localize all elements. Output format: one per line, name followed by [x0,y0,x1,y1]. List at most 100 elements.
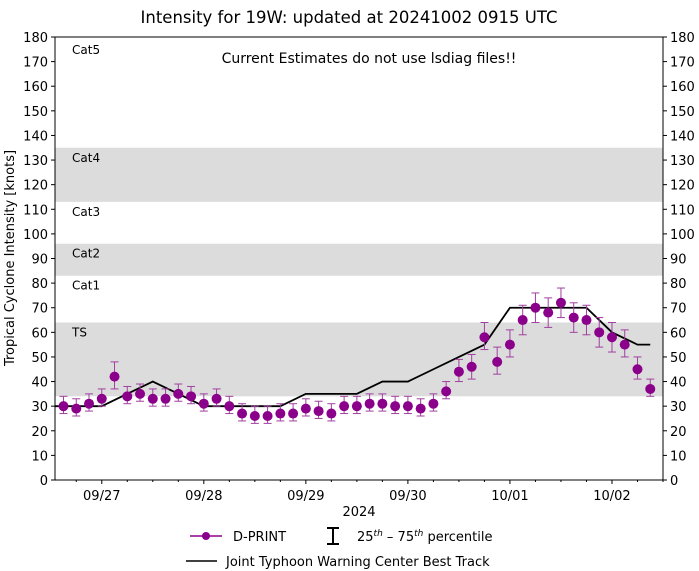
band-label-cat2: Cat2 [72,247,100,261]
dprint-point [543,297,554,328]
dprint-point [58,395,69,415]
dprint-point [504,329,515,358]
y-tick-label: 20 [31,425,48,440]
x-tick-label: 10/02 [593,489,630,504]
dprint-marker [224,401,235,412]
dprint-point [262,405,273,424]
y-tick-label: 100 [23,228,48,243]
dprint-point [645,378,656,397]
y-tick-label-right: 110 [670,203,695,218]
dprint-marker [619,339,630,350]
legend-percentile-label: 25th – 75th percentile [357,529,492,545]
dprint-marker [339,401,350,412]
y-tick-label: 70 [31,302,48,317]
dprint-marker [428,398,439,409]
dprint-point [224,395,235,415]
x-tick-label: 10/01 [491,489,528,504]
dprint-marker [415,403,426,414]
y-tick-label-right: 120 [670,179,695,194]
dprint-marker [364,398,375,409]
dprint-marker [173,388,184,399]
dprint-marker [313,406,324,417]
y-tick-label: 150 [23,105,48,120]
dprint-marker [237,408,248,419]
band-label-cat4: Cat4 [72,151,100,165]
legend-dprint-marker [202,532,210,540]
dprint-point [492,346,503,375]
y-tick-label-right: 20 [670,425,687,440]
y-tick-label: 0 [40,474,48,489]
dprint-marker [504,339,515,350]
dprint-marker [479,332,490,343]
y-tick-label-right: 50 [670,351,687,366]
dprint-point [441,381,452,400]
dprint-marker [84,398,95,409]
y-tick-label-right: 40 [670,376,687,391]
dprint-point [339,395,350,415]
annotation: Current Estimates do not use lsdiag file… [222,51,517,67]
dprint-marker [581,315,592,326]
dprint-marker [122,391,133,402]
y-tick-label-right: 80 [670,277,687,292]
dprint-point [377,393,388,412]
y-tick-label-right: 10 [670,449,687,464]
band-label-cat5: Cat5 [72,43,100,57]
band-cat4 [55,147,663,202]
band-label-cat3: Cat3 [72,205,100,219]
dprint-point [415,398,426,417]
dprint-marker [606,332,617,343]
dprint-marker [135,388,146,399]
dprint-marker [543,307,554,318]
dprint-point [122,385,133,405]
dprint-marker [300,403,311,414]
y-tick-label-right: 0 [670,474,678,489]
dprint-point [288,403,299,422]
dprint-point [249,405,260,424]
y-tick-label-right: 140 [670,129,695,144]
dprint-point [453,358,464,383]
dprint-marker [568,312,579,323]
category-bands: TS Cat1 Cat2 Cat3 Cat4 Cat5 [55,43,663,397]
dprint-point [594,317,605,348]
y-tick-label: 180 [23,31,48,46]
dprint-point [275,403,286,422]
dprint-point [147,388,158,407]
legend-best-track-label: Joint Typhoon Warning Center Best Track [225,555,490,570]
dprint-point [135,383,146,402]
dprint-marker [390,401,401,412]
y-tick-label-right: 70 [670,302,687,317]
dprint-marker [71,403,82,414]
y-tick-label-right: 150 [670,105,695,120]
y-tick-label: 50 [31,351,48,366]
dprint-marker [160,393,171,404]
dprint-point [351,395,362,415]
dprint-marker [466,361,477,372]
y-tick-label-right: 90 [670,253,687,268]
dprint-point [517,304,528,336]
band-label-ts: TS [71,325,87,339]
legend-dprint-label: D-PRINT [233,530,286,545]
legend: D-PRINT 25th – 75th percentile Joint Typ… [186,527,492,570]
dprint-point [186,385,197,405]
dprint-marker [555,297,566,308]
dprint-point [466,353,477,380]
dprint-marker [211,393,222,404]
y-axis-label: Tropical Cyclone Intensity [knots] [3,150,18,367]
dprint-point [555,287,566,319]
y-tick-label-right: 100 [670,228,695,243]
dprint-marker [377,398,388,409]
dprint-marker [288,408,299,419]
y-tick-label: 90 [31,253,48,268]
dprint-point [606,321,617,353]
dprint-point [326,403,337,422]
dprint-point [568,302,579,333]
x-axis-label: 2024 [342,505,375,520]
dprint-marker [645,383,656,394]
x-tick-label: 09/30 [389,489,426,504]
y-tick-label: 80 [31,277,48,292]
x-tick-label: 09/27 [83,489,120,504]
dprint-point [402,395,413,415]
dprint-point [71,398,82,417]
y-tick-label: 170 [23,56,48,71]
